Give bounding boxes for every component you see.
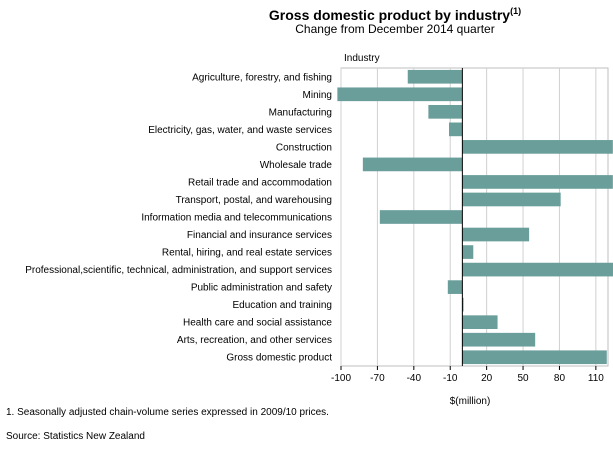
category-label: Rental, hiring, and real estate services (162, 248, 332, 259)
bar (449, 122, 463, 137)
x-tick-label: 20 (481, 373, 493, 384)
bar (428, 104, 463, 119)
category-labels: Agriculture, forestry, and fishing Mining… (25, 72, 332, 363)
category-label: Arts, recreation, and other services (177, 335, 332, 346)
y-axis-title: Industry (344, 53, 380, 64)
category-label: Electricity, gas, water, and waste servi… (148, 125, 332, 136)
bar (462, 175, 613, 189)
x-tick-label: -10 (443, 373, 458, 384)
category-label: Wholesale trade (260, 160, 333, 171)
x-tick-label: -100 (331, 373, 351, 384)
category-label: Transport, postal, and warehousing (176, 195, 332, 206)
x-tick-label: 50 (517, 373, 529, 384)
category-label: Education and training (232, 300, 332, 311)
source-note: Source: Statistics New Zealand (6, 431, 145, 442)
category-label: Construction (276, 142, 332, 153)
bar (462, 297, 464, 312)
category-label: Professional,scientific, technical, admi… (25, 265, 332, 276)
category-label: Mining (303, 90, 332, 101)
bar (462, 262, 613, 277)
bar (462, 227, 530, 242)
category-label: Information media and telecommunications (141, 213, 332, 224)
chart-subtitle: Change from December 2014 quarter (295, 22, 495, 36)
bar (407, 69, 463, 84)
chart-title: Gross domestic product by industry(1) (268, 6, 522, 23)
footnote: 1. Seasonally adjusted chain-volume seri… (6, 407, 329, 418)
title-footnote-marker: (1) (510, 6, 522, 16)
bar-chart: Agriculture, forestry, and fishing Mining… (25, 67, 613, 384)
x-axis-title: $(million) (449, 396, 491, 407)
bar (462, 332, 536, 347)
x-tick-labels: -100 -70 -40 -10 20 50 80 110 (331, 373, 604, 384)
category-label: Retail trade and accommodation (188, 177, 332, 188)
bar (447, 280, 463, 294)
bar (462, 192, 561, 207)
category-label: Agriculture, forestry, and fishing (192, 72, 332, 83)
bar (379, 210, 463, 224)
category-label: Financial and insurance services (187, 230, 332, 241)
category-label: Manufacturing (269, 107, 332, 118)
bars-group (337, 69, 613, 365)
bar (462, 140, 613, 154)
x-tick-label: 110 (588, 373, 604, 384)
bar (462, 350, 607, 365)
bar (462, 245, 474, 259)
category-label: Health care and social assistance (183, 318, 332, 329)
x-tick-label: -40 (407, 373, 422, 384)
category-label: Public administration and safety (191, 283, 332, 294)
x-tick-label: 80 (554, 373, 566, 384)
bar (462, 315, 498, 330)
category-label: Gross domestic product (226, 353, 332, 364)
bar (362, 157, 463, 172)
bar (337, 87, 463, 102)
x-tick-label: -70 (370, 373, 385, 384)
